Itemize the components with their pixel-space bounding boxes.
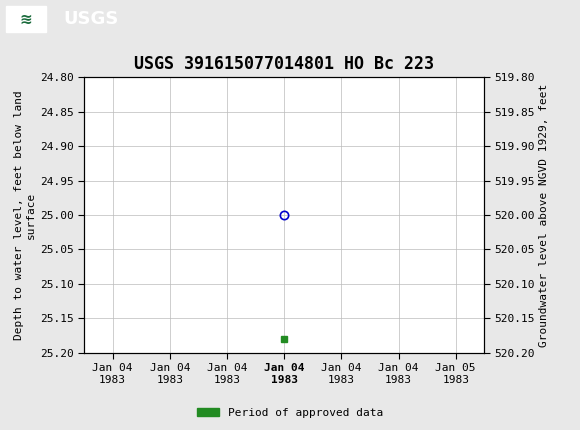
FancyBboxPatch shape: [6, 6, 46, 32]
Y-axis label: Depth to water level, feet below land
surface: Depth to water level, feet below land su…: [14, 90, 36, 340]
Y-axis label: Groundwater level above NGVD 1929, feet: Groundwater level above NGVD 1929, feet: [539, 83, 549, 347]
Text: ≋: ≋: [20, 12, 32, 26]
Text: USGS: USGS: [64, 10, 119, 28]
Title: USGS 391615077014801 HO Bc 223: USGS 391615077014801 HO Bc 223: [134, 55, 434, 73]
Legend: Period of approved data: Period of approved data: [193, 403, 387, 422]
